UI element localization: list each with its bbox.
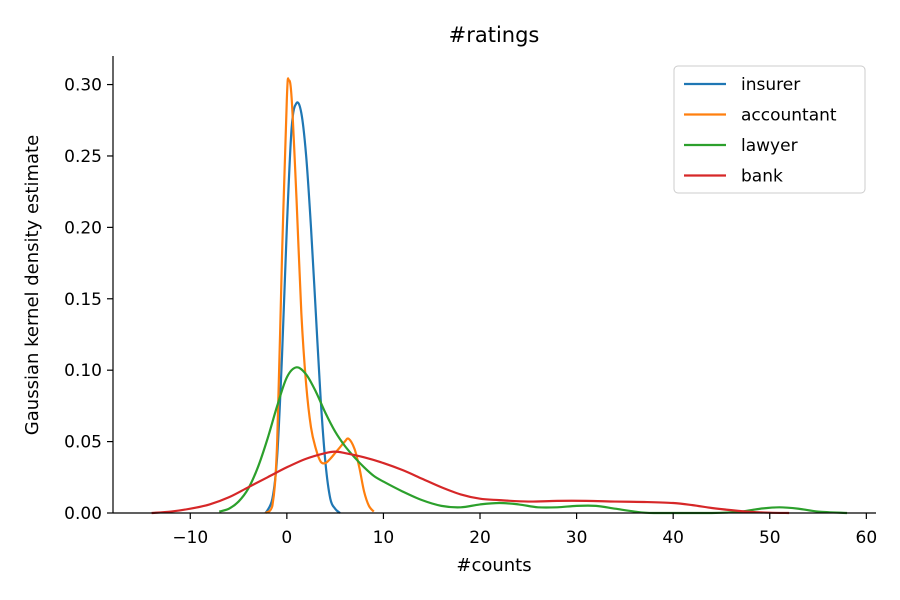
- x-tick-label: 0: [281, 528, 292, 548]
- x-axis-label: #counts: [456, 555, 531, 576]
- x-tick-label: 30: [566, 528, 588, 548]
- y-tick-label: 0.10: [64, 361, 102, 381]
- y-tick-label: 0.00: [64, 504, 102, 524]
- legend-label-bank: bank: [741, 167, 783, 187]
- legend-label-accountant: accountant: [741, 106, 837, 126]
- y-tick-label: 0.30: [64, 76, 102, 96]
- x-tick-label: 60: [856, 528, 878, 548]
- x-tick-label: 20: [469, 528, 491, 548]
- axes-layer: −10 0 10 20 30 40 50 60 0.00 0.05 0.10 0.15 0.20 0.25…: [64, 56, 877, 548]
- series-line-accountant: [264, 77, 375, 514]
- y-tick-label: 0.20: [64, 218, 102, 238]
- y-tick-label: 0.05: [64, 433, 102, 453]
- y-axis-label: Gaussian kernel density estimate: [22, 135, 43, 435]
- x-tick-label: 10: [373, 528, 395, 548]
- x-tick-label: 50: [759, 528, 781, 548]
- legend-frame: [673, 65, 866, 194]
- legend: insurer accountant lawyer bank: [673, 65, 866, 194]
- series-layer: [151, 77, 848, 515]
- x-tick-label: 40: [662, 528, 684, 548]
- y-tick-label: 0.15: [64, 290, 102, 310]
- chart-title: #ratings: [449, 23, 540, 47]
- legend-label-insurer: insurer: [741, 75, 800, 95]
- y-tick-label: 0.25: [64, 147, 102, 167]
- series-line-bank: [151, 450, 790, 515]
- x-tick-label: −10: [172, 528, 208, 548]
- legend-label-lawyer: lawyer: [741, 136, 798, 156]
